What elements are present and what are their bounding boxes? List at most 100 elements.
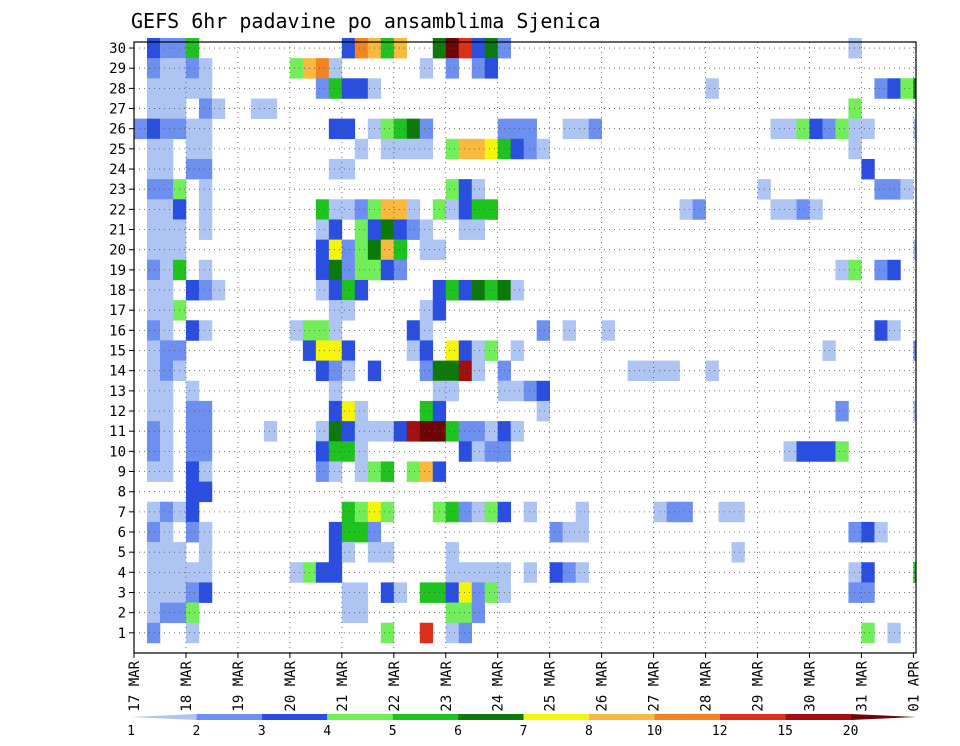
heatmap-cell <box>783 441 797 462</box>
heatmap-cell <box>380 259 395 281</box>
heatmap-cell <box>471 602 486 624</box>
heatmap-cell <box>198 279 213 301</box>
colorbar-label: 20 <box>843 724 859 739</box>
heatmap-cell <box>146 622 161 644</box>
heatmap-cell <box>185 562 200 583</box>
heatmap-cell <box>796 199 810 220</box>
x-tick-label: 31 MAR <box>854 660 870 711</box>
heatmap-cell <box>146 239 161 261</box>
heatmap-cell <box>705 78 719 99</box>
heatmap-cell <box>471 138 486 160</box>
heatmap-cell <box>380 239 395 261</box>
heatmap-cell <box>328 360 343 382</box>
x-tick-label: 20 MAR <box>283 660 299 711</box>
y-tick-label: 23 <box>109 182 126 198</box>
heatmap-cell <box>328 118 343 140</box>
heatmap-cell <box>341 199 356 220</box>
x-tick-label: 25 MAR <box>543 660 559 711</box>
heatmap-cell <box>471 582 486 603</box>
heatmap-cell <box>809 199 823 220</box>
y-tick-label: 6 <box>118 525 126 541</box>
heatmap-cell <box>523 118 537 140</box>
heatmap-cell <box>328 542 343 563</box>
heatmap-cell <box>640 360 654 382</box>
heatmap-cell <box>354 78 369 99</box>
heatmap-cell <box>484 58 499 79</box>
heatmap-cell <box>198 118 213 140</box>
heatmap-cell <box>159 98 174 119</box>
heatmap-cell <box>328 279 343 301</box>
heatmap-cell <box>861 158 875 180</box>
heatmap-cell <box>185 118 200 140</box>
heatmap-cell <box>185 521 200 543</box>
heatmap-cell <box>549 562 563 583</box>
heatmap-cell <box>146 259 161 281</box>
heatmap-cell <box>198 400 213 422</box>
heatmap-cell <box>146 78 161 99</box>
y-tick-label: 22 <box>109 202 126 218</box>
heatmap-cell <box>458 562 473 583</box>
heatmap-cell <box>445 58 460 79</box>
heatmap-cell <box>588 118 602 140</box>
heatmap-cell <box>263 421 278 442</box>
heatmap-cell <box>536 138 550 160</box>
heatmap-cell <box>575 521 589 543</box>
heatmap-cell <box>159 542 174 563</box>
heatmap-cell <box>341 360 356 382</box>
heatmap-cell <box>523 562 537 583</box>
heatmap-cell <box>159 582 174 603</box>
heatmap-cell <box>848 521 862 543</box>
y-tick-label: 8 <box>118 485 126 501</box>
heatmap-cell <box>458 582 473 603</box>
heatmap-cell <box>510 138 524 160</box>
heatmap-cell <box>198 481 213 503</box>
x-tick-label: 22 MAR <box>387 660 403 711</box>
heatmap-cell <box>380 501 395 523</box>
colorbar-swatch <box>588 714 655 720</box>
y-tick-label: 1 <box>118 626 126 642</box>
heatmap-cell <box>471 441 486 462</box>
heatmap-cell <box>185 400 200 422</box>
heatmap-cell <box>341 400 356 422</box>
colorbar-label: 15 <box>777 724 793 739</box>
heatmap-cell <box>328 521 343 543</box>
heatmap-cell <box>146 562 161 583</box>
y-tick-label: 10 <box>109 444 126 460</box>
heatmap-cell <box>146 58 161 79</box>
heatmap-cell <box>458 138 473 160</box>
heatmap-cell <box>679 199 693 220</box>
heatmap-cell <box>406 461 421 482</box>
heatmap-cell <box>393 138 408 160</box>
heatmap-cell <box>770 118 784 140</box>
y-tick-label: 7 <box>118 505 126 521</box>
heatmap-cell <box>458 37 473 59</box>
y-tick-label: 19 <box>109 263 126 279</box>
heatmap-cell <box>185 481 200 503</box>
y-axis: 1234567891011121314151617181920212223242… <box>109 41 134 642</box>
x-tick-label: 18 MAR <box>179 660 195 711</box>
y-tick-label: 26 <box>109 122 126 138</box>
colorbar-label: 6 <box>454 724 462 739</box>
y-tick-label: 5 <box>118 545 126 561</box>
colorbar: 1 2 3 4 5 6 7 8 10 12 15 20 <box>127 714 916 739</box>
heatmap-cell <box>458 360 473 382</box>
heatmap-cell <box>159 199 174 220</box>
heatmap-cell <box>315 279 330 301</box>
heatmap-cell <box>159 158 174 180</box>
heatmap-cell <box>146 118 161 140</box>
heatmap-cell <box>146 441 161 462</box>
heatmap-cell <box>445 360 460 382</box>
heatmap-cell <box>159 360 174 382</box>
heatmap-cell <box>315 320 330 341</box>
heatmap-cell <box>341 78 356 99</box>
y-tick-label: 30 <box>109 41 126 57</box>
heatmap-cell <box>783 118 797 140</box>
heatmap-cell <box>198 259 213 281</box>
heatmap-cell <box>406 219 421 240</box>
heatmap-cell <box>874 521 888 543</box>
heatmap-cell <box>328 340 343 361</box>
heatmap-cell <box>770 199 784 220</box>
heatmap-cell <box>380 622 395 644</box>
heatmap-cell <box>185 461 200 482</box>
